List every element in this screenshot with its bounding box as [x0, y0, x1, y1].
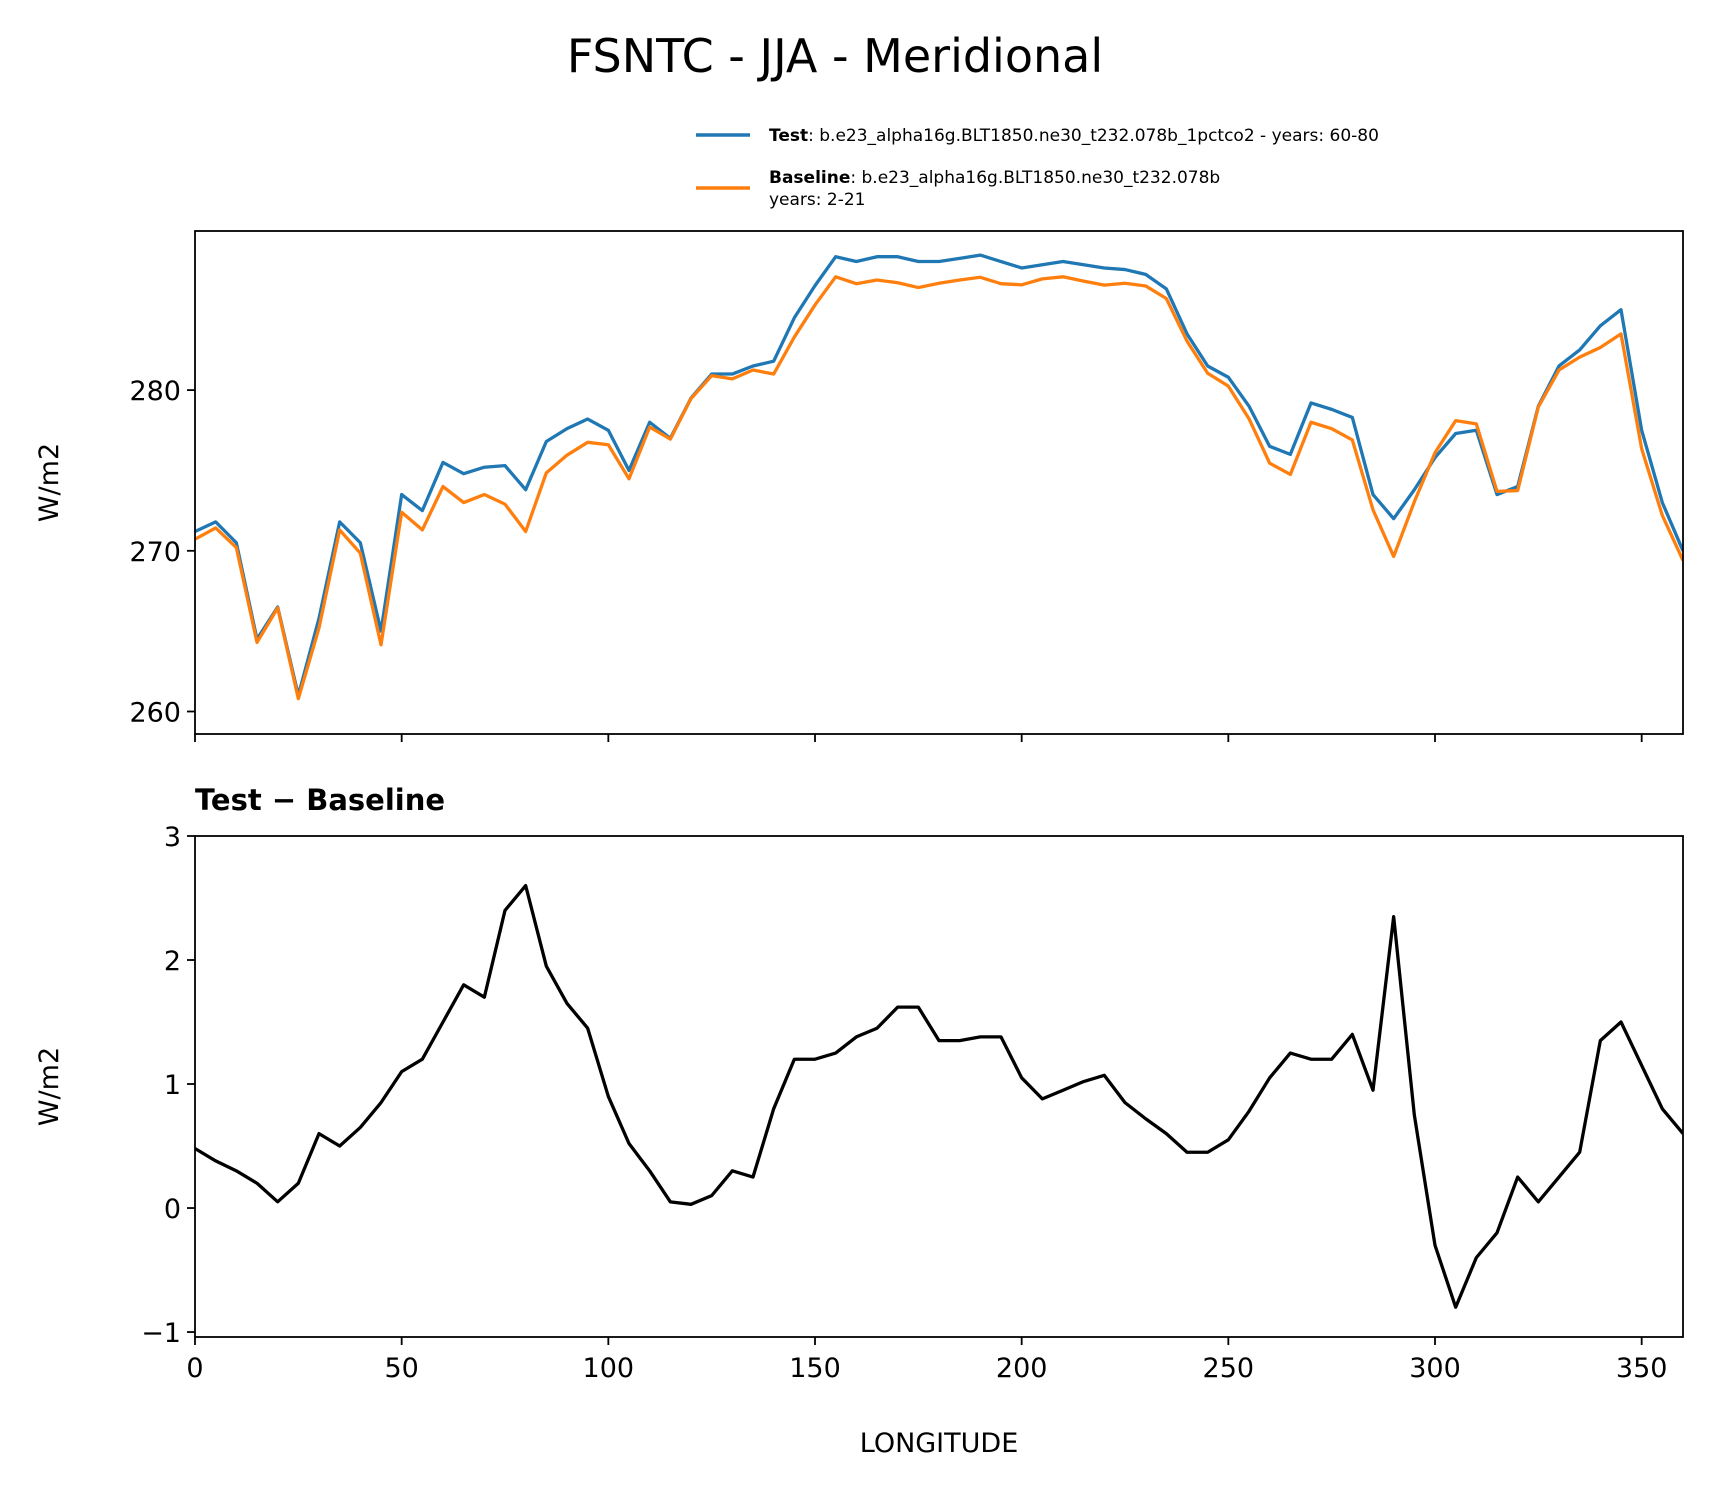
y-tick-label: 260: [129, 698, 181, 729]
series-line: [195, 275, 1683, 701]
legend-description: : b.e23_alpha16g.BLT1850.ne30_t232.078b: [850, 168, 1220, 188]
x-tick-label: 150: [789, 1353, 841, 1384]
legend-description: years: 2-21: [769, 190, 866, 210]
x-tick-label: 350: [1616, 1353, 1668, 1384]
x-axis-label: LONGITUDE: [860, 1428, 1019, 1459]
legend-name: Test: [769, 126, 808, 146]
axes-frame: [194, 835, 1684, 1338]
y-tick-label: 0: [164, 1194, 181, 1225]
y-tick-label: 2: [164, 946, 181, 977]
y-tick-label: 1: [164, 1070, 181, 1101]
series-line: [195, 253, 1683, 698]
x-tick-label: 100: [583, 1353, 635, 1384]
legend-entry: Baseline: b.e23_alpha16g.BLT1850.ne30_t2…: [769, 168, 1220, 188]
legend-name: Baseline: [769, 168, 850, 188]
x-tick-label: 0: [186, 1353, 203, 1384]
legend-entry: Test: b.e23_alpha16g.BLT1850.ne30_t232.0…: [769, 126, 1379, 146]
figure-title: FSNTC - JJA - Meridional: [567, 29, 1103, 83]
y-axis-label: W/m2: [34, 1047, 65, 1126]
x-tick-label: 200: [996, 1353, 1048, 1384]
x-tick-label: 50: [384, 1353, 418, 1384]
y-tick-label: 270: [129, 537, 181, 568]
x-tick-label: 300: [1409, 1353, 1461, 1384]
axes-frame: [194, 230, 1684, 735]
axes-title: Test − Baseline: [195, 783, 445, 817]
legend-description: : b.e23_alpha16g.BLT1850.ne30_t232.078b_…: [808, 126, 1379, 146]
x-tick-label: 250: [1203, 1353, 1255, 1384]
y-tick-label: 3: [164, 822, 181, 853]
series-line: [195, 883, 1683, 1309]
y-tick-label: −1: [141, 1318, 181, 1349]
y-axis-label: W/m2: [34, 443, 65, 522]
y-tick-label: 280: [129, 376, 181, 407]
